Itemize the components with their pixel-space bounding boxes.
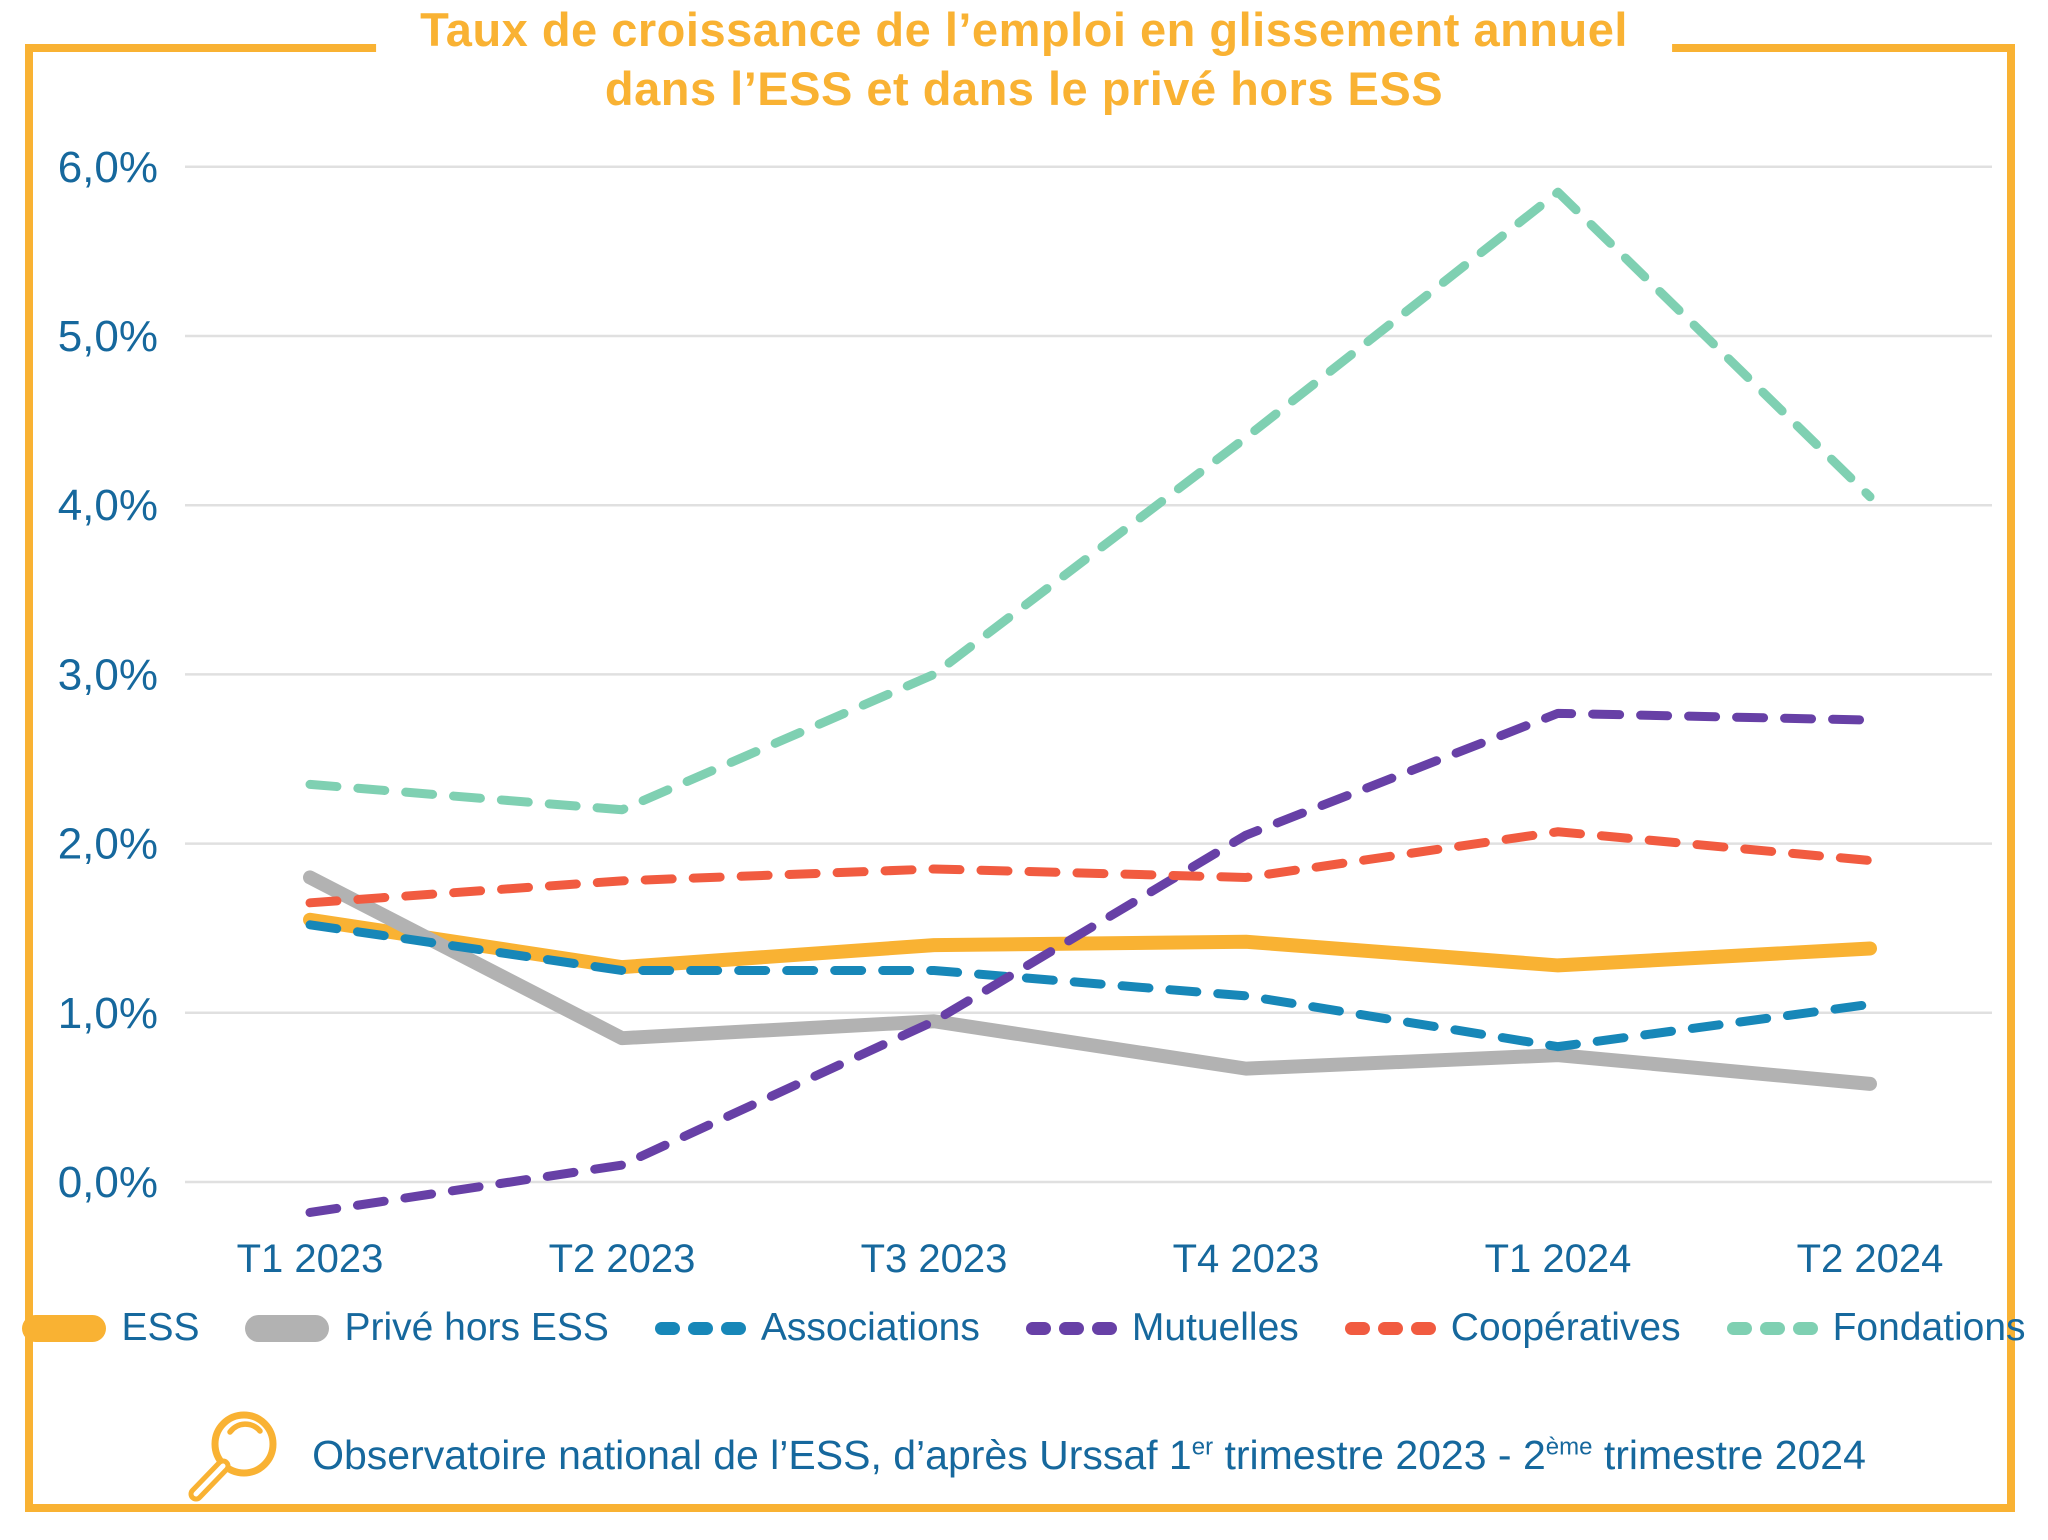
magnifier-icon: [188, 1411, 277, 1502]
series-line-cooperatives: [305, 827, 1875, 908]
legend-swatch-cooperatives: [1344, 1321, 1436, 1335]
x-tick-label-t2-2023: T2 2023: [549, 1237, 696, 1281]
y-tick-label-2: 2,0%: [58, 820, 158, 869]
legend-label-mutuelles: Mutuelles: [1131, 1306, 1299, 1349]
legend-label-associations: Associations: [760, 1306, 980, 1349]
x-tick-label-t1-2024: T1 2024: [1485, 1237, 1632, 1281]
x-tick-label-t1-2023: T1 2023: [237, 1237, 384, 1281]
legend-label-prive-hors-ess: Privé hors ESS: [344, 1306, 609, 1349]
x-tick-label-t3-2023: T3 2023: [861, 1237, 1008, 1281]
legend-swatch-mutuelles: [1025, 1321, 1117, 1335]
chart-title-line1: Taux de croissance de l’emploi en glisse…: [420, 3, 1628, 56]
legend-label-cooperatives: Coopératives: [1450, 1306, 1681, 1349]
legend-swatch-ess: [22, 1314, 107, 1342]
legend-item-ess: ESS: [22, 1306, 199, 1350]
x-tick-label-t2-2024: T2 2024: [1797, 1237, 1944, 1281]
y-tick-label-1: 1,0%: [58, 989, 158, 1038]
x-tick-label-t4-2023: T4 2023: [1173, 1237, 1320, 1281]
source-text: Observatoire national de l’ESS, d’après …: [312, 1431, 1866, 1478]
legend-label-ess: ESS: [121, 1306, 200, 1349]
chart-legend: ESS Privé hors ESS Associations Mutuelles Co…: [0, 1306, 2048, 1350]
series-line-mutuelles: [305, 708, 1875, 1217]
y-tick-label-0: 0,0%: [58, 1158, 158, 1207]
legend-item-fondations: Fondations: [1726, 1306, 2026, 1350]
source-note: Observatoire national de l’ESS, d’après …: [0, 1402, 2048, 1508]
legend-item-prive-hors-ess: Privé hors ESS: [245, 1306, 609, 1350]
legend-item-mutuelles: Mutuelles: [1025, 1306, 1299, 1350]
y-tick-label-3: 3,0%: [58, 650, 158, 699]
series-line-prive-hors-ess: [303, 870, 1877, 1091]
legend-item-cooperatives: Coopératives: [1344, 1306, 1681, 1350]
legend-swatch-prive-hors-ess: [245, 1314, 330, 1342]
y-tick-label-5: 5,0%: [58, 312, 158, 361]
chart-title: Taux de croissance de l’emploi en glisse…: [376, 0, 1672, 118]
y-tick-label-6: 6,0%: [58, 143, 158, 192]
legend-swatch-fondations: [1726, 1321, 1818, 1335]
series-line-associations: [305, 920, 1875, 1052]
chart-title-line2: dans l’ESS et dans le privé hors ESS: [604, 62, 1444, 115]
legend-label-fondations: Fondations: [1832, 1306, 2026, 1349]
legend-swatch-associations: [654, 1321, 746, 1335]
y-tick-label-4: 4,0%: [58, 481, 158, 530]
series-line-fondations: [305, 187, 1875, 815]
legend-item-associations: Associations: [654, 1306, 980, 1350]
